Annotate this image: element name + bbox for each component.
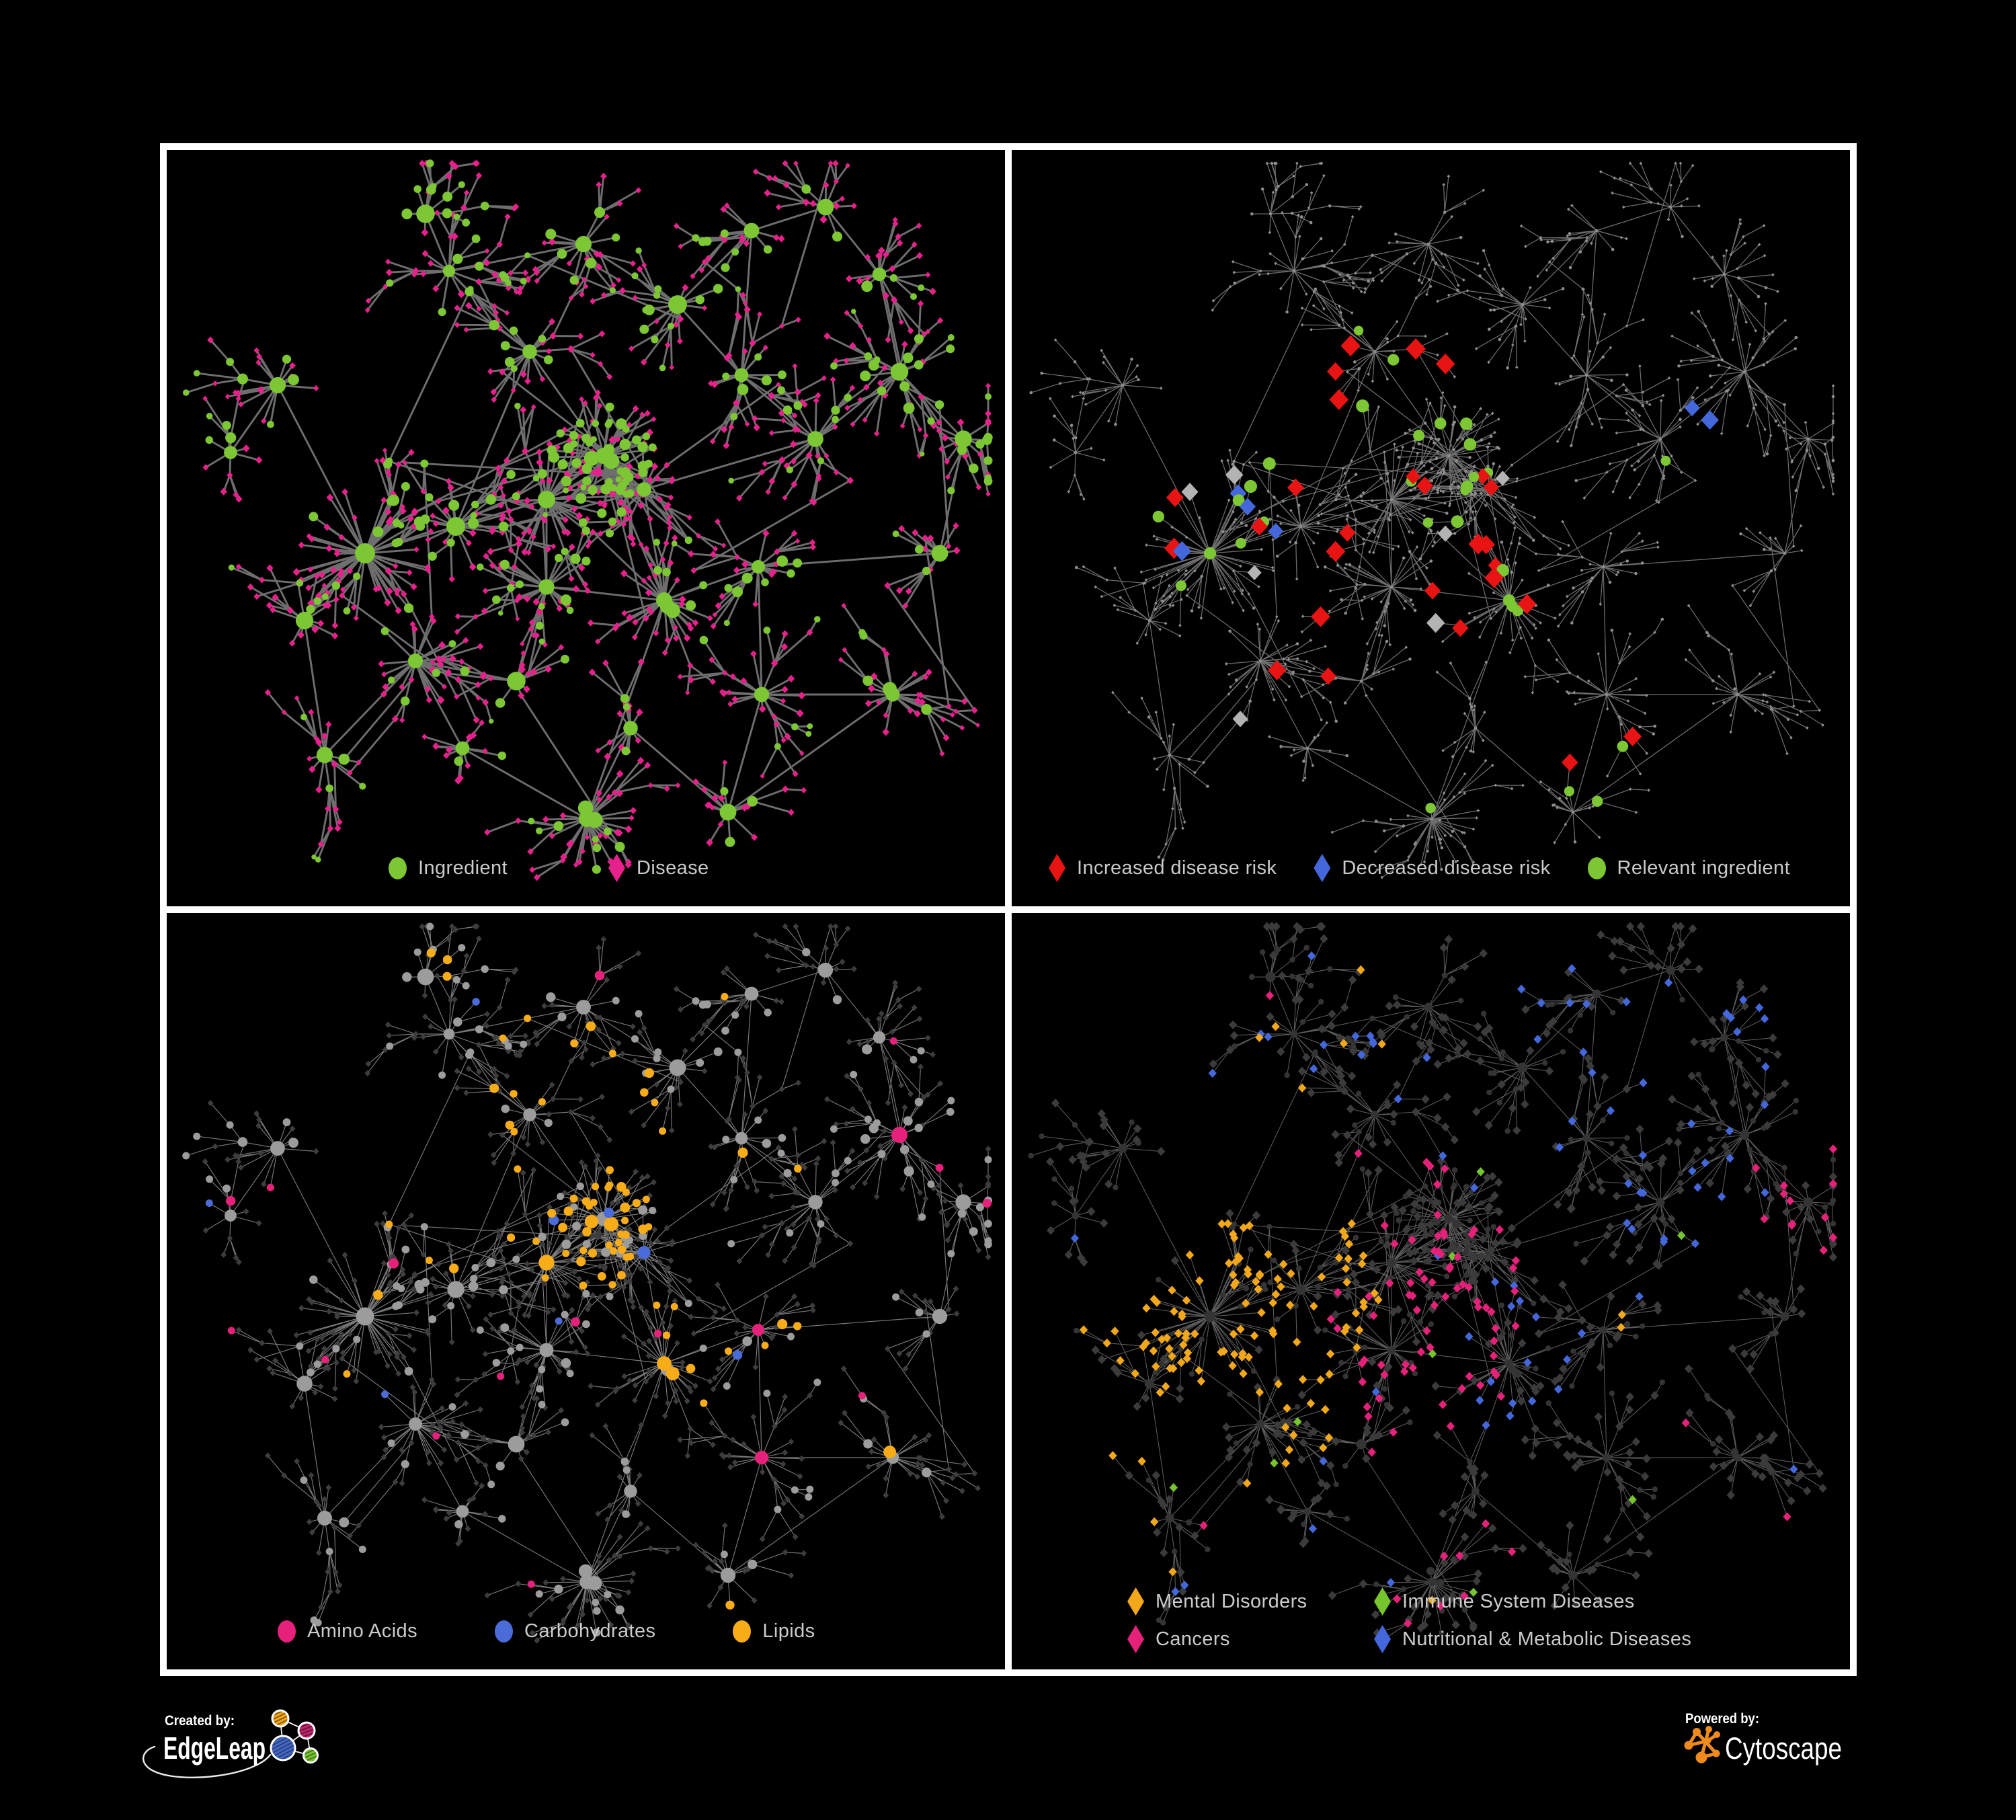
cytoscape-wordmark: Cytoscape [1725,1731,1842,1766]
legend-label: Ingredient [418,857,508,879]
legend-label: Cancers [1156,1628,1230,1650]
legend-item: Mental Disorders [1127,1587,1374,1616]
panel-grid: Ingredient Disease Increased disease risk… [160,143,1857,1676]
legend-item: Carbohydrates [494,1617,656,1645]
legend-item: Disease [608,854,709,882]
legend-item: Nutritional & Metabolic Diseases [1374,1625,1691,1653]
network-edges [1031,163,1834,878]
powered-by-label: Powered by: [1685,1711,1759,1727]
legend-diamond-icon [1374,1587,1391,1616]
network-canvas [182,922,992,1644]
panel-disease-categories: Mental Disorders Immune System Diseases Ca… [1012,913,1850,1669]
panel-nutrient-classes: Amino Acids Carbohydrates Lipids [167,913,1005,1669]
network-nodes [182,159,993,881]
legend: Ingredient Disease [389,854,709,882]
legend: Increased disease risk Decreased disease … [1049,854,1790,882]
network-canvas [182,159,993,881]
panel-ingredient-disease: Ingredient Disease [167,150,1005,906]
panel-disease-risk: Increased disease risk Decreased disease … [1012,150,1850,906]
cytoscape-branding: Powered by: [1678,1701,1853,1775]
legend-circle-icon [494,1620,513,1643]
edgeleap-branding: Created by: EdgeLeap [128,1700,350,1801]
edgeleap-orange-node-icon [271,1709,290,1728]
legend-label: Lipids [762,1620,815,1642]
legend-circle-icon [733,1620,752,1643]
legend-label: Amino Acids [307,1620,417,1642]
legend-label: Immune System Diseases [1402,1590,1635,1612]
legend-diamond-icon [1374,1625,1391,1653]
edgeleap-blue-node-icon [270,1735,296,1762]
legend-item: Cancers [1127,1625,1374,1653]
legend-label: Nutritional & Metabolic Diseases [1402,1628,1692,1650]
legend-label: Mental Disorders [1156,1590,1307,1612]
legend-label: Disease [637,857,709,879]
legend-circle-icon [1587,857,1606,879]
legend-diamond-icon [1049,854,1065,882]
legend-item: Increased disease risk [1049,854,1277,882]
network-canvas [1029,161,1835,879]
legend-circle-icon [278,1620,296,1643]
legend-label: Increased disease risk [1077,857,1277,879]
cytoscape-icon [1684,1726,1720,1764]
legend-item: Ingredient [389,854,508,882]
cytoscape-logo: Powered by: [1684,1711,1842,1766]
network-nodes [1028,922,1838,1645]
created-by-label: Created by: [165,1713,235,1729]
legend: Amino Acids Carbohydrates Lipids [278,1617,815,1645]
legend-item: Relevant ingredient [1587,854,1791,882]
legend-item: Immune System Diseases [1374,1587,1691,1616]
legend-diamond-icon [1127,1625,1144,1653]
legend-label: Carbohydrates [524,1620,656,1642]
network-nodes [1029,161,1835,879]
legend-diamond-icon [1314,854,1331,882]
legend-circle-icon [389,857,407,879]
legend-item: Decreased disease risk [1314,854,1550,882]
edgeleap-logo: Created by: EdgeLeap [143,1709,319,1778]
edgeleap-swoosh [143,1745,272,1778]
network-nodes [182,922,992,1644]
legend-item: Amino Acids [278,1617,417,1645]
network-canvas [1028,922,1838,1645]
legend-item: Lipids [733,1617,815,1645]
edgeleap-wordmark: EdgeLeap [163,1731,266,1766]
legend-label: Relevant ingredient [1617,857,1791,879]
legend-label: Decreased disease risk [1342,857,1551,879]
legend: Mental Disorders Immune System Diseases Ca… [1127,1587,1691,1653]
edgeleap-green-node-icon [303,1747,319,1764]
legend-diamond-icon [1127,1587,1144,1616]
legend-diamond-icon [608,854,625,882]
edgeleap-pink-node-icon [297,1721,316,1740]
